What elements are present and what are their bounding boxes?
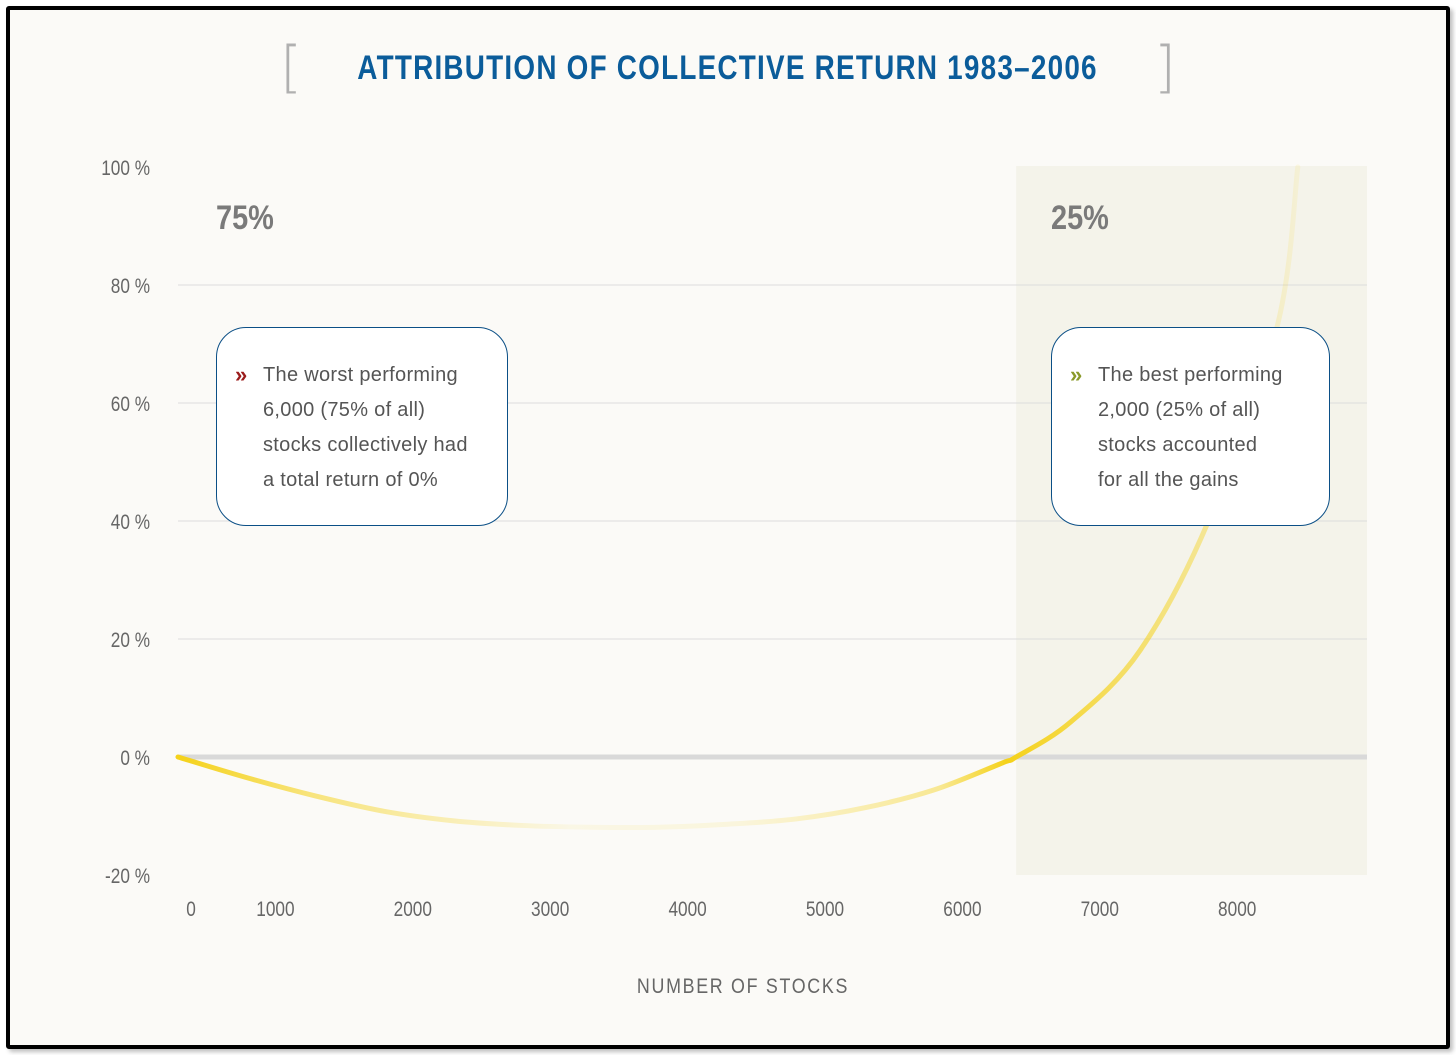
x-tick-label: 7000 [1081, 899, 1119, 922]
x-axis-label: NUMBER OF STOCKS [637, 975, 849, 999]
y-tick-label: 40 % [111, 512, 150, 535]
best-callout-line-3: stocks accounted [1098, 434, 1258, 456]
worst-callout-line-3: stocks collectively had [263, 434, 468, 456]
x-tick-label: 6000 [943, 899, 981, 922]
right-bracket: ] [1153, 35, 1176, 100]
best-marker-icon: » [1070, 362, 1083, 387]
y-tick-label: -20 % [105, 866, 150, 889]
y-tick-label: 100 % [101, 158, 150, 181]
best-performers-callout: » The best performing 2,000 (25% of all)… [1051, 327, 1330, 526]
region-label: 25% [1051, 198, 1109, 237]
x-tick-label: 3000 [531, 899, 569, 922]
x-tick-label: 5000 [806, 899, 844, 922]
x-tick-label: 0 [186, 899, 196, 922]
worst-callout-line-4: a total return of 0% [263, 469, 438, 491]
y-tick-label: 80 % [111, 276, 150, 299]
left-bracket: [ [280, 35, 302, 100]
title-area: [ ATTRIBUTION OF COLLECTIVE RETURN 1983–… [0, 40, 1456, 96]
best-callout-line-1: The best performing [1098, 364, 1283, 386]
y-tick-label: 0 % [120, 748, 150, 771]
return-curve [175, 164, 1301, 831]
y-tick-label: 20 % [111, 630, 150, 653]
chart-title: ATTRIBUTION OF COLLECTIVE RETURN 1983–20… [357, 48, 1099, 87]
worst-callout-line-1: The worst performing [263, 364, 458, 386]
best-callout-line-4: for all the gains [1098, 469, 1239, 491]
x-tick-label: 1000 [256, 899, 294, 922]
y-axis-ticks: 100 % 80 % 60 % 40 % 20 % 0 % -20 % [101, 158, 150, 889]
series-line [175, 164, 1301, 831]
x-tick-label: 4000 [668, 899, 706, 922]
x-tick-label: 8000 [1218, 899, 1256, 922]
x-tick-label: 2000 [394, 899, 432, 922]
best-callout-line-2: 2,000 (25% of all) [1098, 399, 1261, 421]
worst-performers-callout: » The worst performing 6,000 (75% of all… [216, 327, 508, 526]
region-label: 75% [216, 198, 274, 237]
worst-callout-line-2: 6,000 (75% of all) [263, 399, 426, 421]
region-labels: 75% 25% [216, 198, 1109, 237]
y-tick-label: 60 % [111, 394, 150, 417]
worst-marker-icon: » [235, 362, 248, 387]
x-axis-ticks: 0 1000 2000 3000 4000 5000 6000 7000 8000 [186, 899, 1256, 922]
